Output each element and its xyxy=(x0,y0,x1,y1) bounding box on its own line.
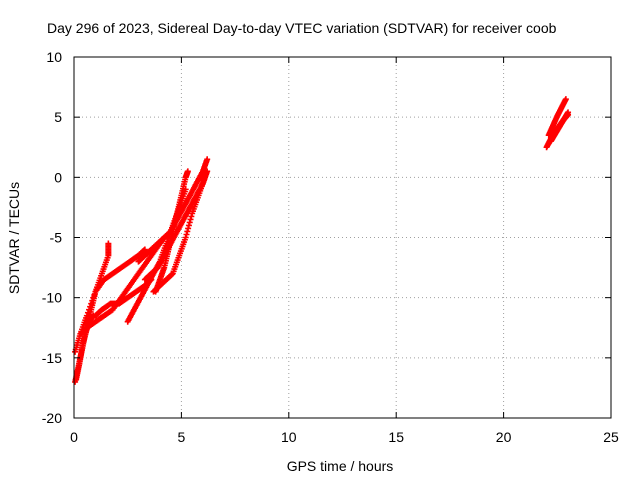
data-point xyxy=(565,109,572,116)
series-track-10 xyxy=(141,168,211,283)
data-point xyxy=(204,168,211,175)
x-tick-label: 10 xyxy=(281,429,297,445)
y-tick-label: 10 xyxy=(46,49,62,65)
data-point xyxy=(182,234,189,241)
series-track-12 xyxy=(545,96,569,139)
grid-lines xyxy=(74,57,611,418)
x-tick-label: 20 xyxy=(496,429,512,445)
y-tick-label: -20 xyxy=(42,410,62,426)
data-point xyxy=(185,225,192,232)
data-point xyxy=(105,240,112,247)
data-point xyxy=(184,168,191,175)
data-point xyxy=(562,96,569,103)
y-tick-label: -5 xyxy=(50,230,63,246)
data-point xyxy=(184,228,191,235)
data-point xyxy=(186,219,193,226)
x-tick-label: 5 xyxy=(178,429,186,445)
x-tick-label: 25 xyxy=(603,429,619,445)
series-track-3 xyxy=(72,312,97,385)
data-point xyxy=(204,156,211,163)
series-track-5 xyxy=(92,276,155,319)
y-tick-label: -15 xyxy=(42,350,62,366)
series-track-8 xyxy=(135,156,211,265)
y-axis-label: SDTVAR / TECUs xyxy=(6,182,22,294)
series-track-13 xyxy=(547,109,572,145)
x-axis-label: GPS time / hours xyxy=(287,458,394,474)
data-point xyxy=(188,213,195,220)
chart-title: Day 296 of 2023, Sidereal Day-to-day VTE… xyxy=(47,20,557,36)
data-point xyxy=(183,231,190,238)
x-tick-label: 15 xyxy=(388,429,404,445)
data-point xyxy=(141,246,148,253)
data-points xyxy=(72,96,572,385)
data-point xyxy=(185,222,192,229)
data-point xyxy=(187,216,194,223)
axis-ticks: 0 5 10 15 20 25 -20 -15 -10 -5 0 5 10 xyxy=(42,49,619,445)
y-tick-label: 0 xyxy=(54,169,62,185)
y-tick-label: 5 xyxy=(54,109,62,125)
x-tick-label: 0 xyxy=(70,429,78,445)
y-tick-label: -10 xyxy=(42,290,62,306)
